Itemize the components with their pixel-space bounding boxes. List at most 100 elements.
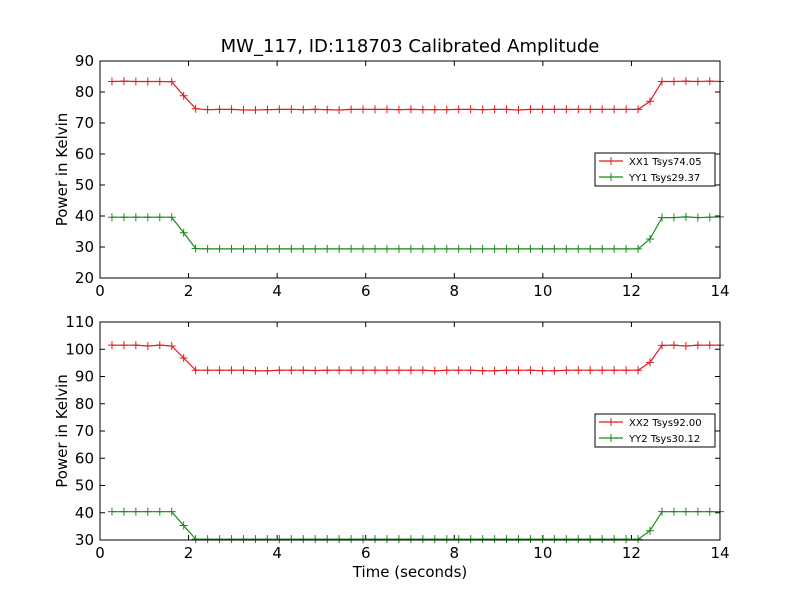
- data-point: [311, 105, 320, 114]
- data-point: [657, 341, 666, 350]
- data-point: [406, 366, 415, 375]
- data-point: [287, 244, 296, 253]
- data-point: [514, 535, 523, 544]
- data-point: [215, 535, 224, 544]
- data-point: [442, 244, 451, 253]
- data-point: [251, 244, 260, 253]
- data-point: [287, 535, 296, 544]
- data-point: [107, 507, 116, 516]
- legend-marker: [607, 173, 615, 181]
- data-point: [454, 366, 463, 375]
- data-point: [514, 244, 523, 253]
- data-point: [382, 244, 391, 253]
- legend-box: [594, 413, 716, 448]
- data-point: [155, 341, 164, 350]
- data-point: [705, 507, 714, 516]
- data-point: [442, 105, 451, 114]
- data-point: [610, 535, 619, 544]
- series-line: [111, 80, 721, 111]
- x-tick-label: 2: [184, 544, 194, 562]
- data-point: [550, 366, 559, 375]
- data-point: [107, 213, 116, 222]
- legend-entry: YY1 Tsys29.37: [628, 173, 700, 184]
- data-point: [359, 535, 368, 544]
- data-point: [263, 535, 272, 544]
- data-point: [669, 213, 678, 222]
- data-point: [359, 105, 368, 114]
- y-tick-label: 60: [75, 145, 94, 163]
- y-tick-label: 80: [75, 395, 94, 413]
- x-tick-label: 6: [361, 282, 371, 300]
- data-point: [394, 105, 403, 114]
- series-line: [112, 511, 720, 540]
- data-point: [622, 244, 631, 253]
- data-point: [478, 244, 487, 253]
- data-point: [454, 535, 463, 544]
- data-point: [406, 535, 415, 544]
- data-point: [131, 213, 140, 222]
- data-point: [131, 507, 140, 516]
- data-point: [454, 244, 463, 253]
- data-point: [705, 341, 714, 350]
- data-point: [299, 366, 308, 375]
- data-point: [131, 341, 140, 350]
- data-point: [454, 105, 463, 114]
- y-tick-label: 30: [75, 531, 94, 549]
- data-point: [263, 105, 272, 114]
- x-axis-label: Time (seconds): [352, 563, 468, 581]
- data-point: [681, 341, 690, 350]
- data-point: [634, 244, 643, 253]
- data-point: [131, 77, 140, 86]
- data-point: [646, 97, 655, 106]
- data-point: [669, 507, 678, 516]
- data-point: [538, 105, 547, 114]
- data-point: [693, 213, 702, 222]
- plot-frame: [99, 321, 721, 541]
- data-point: [227, 366, 236, 375]
- data-point: [203, 535, 212, 544]
- legend-entry: XX1 Tsys74.05: [629, 157, 702, 168]
- data-point: [335, 105, 344, 114]
- data-point: [586, 366, 595, 375]
- data-point: [311, 366, 320, 375]
- data-point: [382, 366, 391, 375]
- chart-title: MW_117, ID:118703 Calibrated Amplitude: [221, 36, 600, 57]
- data-point: [119, 341, 128, 350]
- data-point: [586, 244, 595, 253]
- data-point: [167, 341, 176, 350]
- data-point: [179, 353, 188, 362]
- data-point: [526, 366, 535, 375]
- x-tick-label: 10: [533, 282, 552, 300]
- legend: XX1 Tsys74.05 YY1 Tsys29.37: [594, 152, 716, 187]
- y-tick-label: 90: [75, 52, 94, 70]
- data-point: [466, 105, 475, 114]
- data-point: [586, 105, 595, 114]
- data-point: [490, 535, 499, 544]
- data-point: [622, 535, 631, 544]
- data-point: [610, 366, 619, 375]
- data-point: [155, 507, 164, 516]
- y-tick-label: 110: [65, 313, 94, 331]
- data-point: [634, 105, 643, 114]
- data-point: [311, 535, 320, 544]
- y-tick-label: 70: [75, 422, 94, 440]
- data-point: [203, 105, 212, 114]
- data-point: [371, 244, 380, 253]
- chart-panel-1: 0 2 4 6 8 10 12 14 20 30 40 50 60 70 80 90 Power in Kelv…: [53, 52, 730, 300]
- legend-entry: XX2 Tsys92.00: [629, 418, 702, 429]
- data-point: [179, 91, 188, 100]
- chart-panel-2: 0 2 4 6 8 10 12 14 30 40 50 60 70 80 90 100 110 Power in …: [53, 313, 730, 581]
- data-point: [430, 244, 439, 253]
- data-point: [155, 77, 164, 86]
- data-point: [382, 105, 391, 114]
- data-point: [323, 535, 332, 544]
- data-point: [287, 366, 296, 375]
- data-point: [538, 535, 547, 544]
- data-point: [406, 105, 415, 114]
- series-2: [107, 507, 724, 544]
- data-point: [215, 244, 224, 253]
- data-point: [203, 366, 212, 375]
- data-point: [119, 77, 128, 86]
